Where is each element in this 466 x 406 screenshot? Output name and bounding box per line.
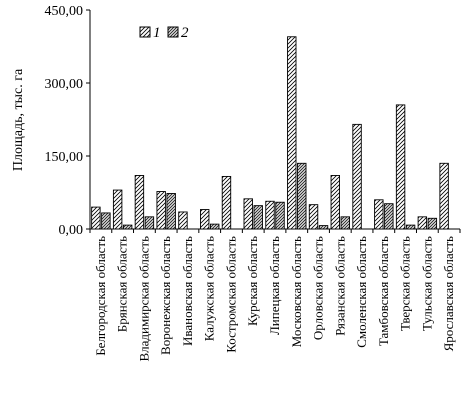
y-tick-label: 150,00 — [45, 150, 84, 165]
x-category-label: Воронежская область — [158, 236, 173, 355]
x-category-label: Ивановская область — [180, 236, 195, 346]
bar-series-2 — [210, 223, 220, 230]
x-category-label: Курская область — [245, 236, 260, 326]
bar-series-1 — [200, 209, 210, 230]
bar-series-1 — [352, 123, 362, 230]
bar-series-1 — [287, 36, 297, 230]
bar-series-1 — [330, 175, 340, 230]
bar-series-2 — [427, 217, 438, 230]
bar-series-1 — [134, 175, 145, 230]
legend-label-series-2: 2 — [181, 25, 189, 41]
bar-series-1 — [221, 175, 232, 230]
bar-series-2 — [405, 224, 416, 230]
bar-series-2 — [297, 162, 307, 230]
x-category-label: Владимирская область — [136, 236, 151, 362]
x-category-label: Липецкая область — [267, 236, 282, 335]
bars — [91, 36, 449, 230]
bar-series-1 — [243, 198, 253, 230]
bar-series-2 — [340, 216, 350, 230]
x-axis — [89, 228, 461, 233]
x-category-label: Брянская область — [115, 236, 130, 332]
bar-series-1 — [439, 162, 449, 230]
x-category-label: Орловская область — [311, 236, 326, 340]
x-category-label: Тульская область — [419, 236, 434, 331]
bar-series-1 — [374, 199, 384, 230]
x-category-label: Тамбовская область — [376, 236, 391, 346]
bar-series-2 — [275, 201, 285, 230]
x-category-label: Калужская область — [202, 236, 217, 341]
bar-series-2 — [166, 193, 176, 230]
bar-series-1 — [395, 104, 406, 230]
category-labels: Белгородская область Брянская область Влад… — [93, 236, 456, 362]
bar-series-2 — [144, 216, 155, 230]
bar-series-1 — [156, 191, 166, 230]
x-category-label: Рязанская область — [332, 236, 347, 336]
bar-series-2 — [384, 203, 394, 230]
y-tick-label: 0,00 — [59, 223, 84, 238]
x-category-label: Белгородская область — [93, 236, 108, 356]
bar-series-2 — [101, 212, 111, 230]
bar-series-2 — [253, 205, 263, 230]
y-tick-label: 300,00 — [45, 77, 84, 92]
bar-series-1 — [265, 200, 275, 230]
x-category-label: Тверская область — [398, 236, 413, 331]
legend-label-series-1: 1 — [153, 25, 161, 41]
x-category-label: Московская область — [289, 236, 304, 347]
x-category-label: Ярославская область — [441, 236, 456, 351]
bar-series-1 — [112, 189, 123, 230]
legend-swatch-series-1 — [139, 26, 151, 38]
legend-swatch-series-2 — [167, 26, 179, 38]
x-category-label: Смоленская область — [354, 236, 369, 348]
bar-series-1 — [178, 211, 188, 230]
bar-series-2 — [122, 224, 133, 230]
bar-series-2 — [318, 225, 329, 230]
bar-series-1 — [417, 216, 428, 230]
bar-series-1 — [91, 206, 101, 230]
x-category-label: Костромская область — [223, 236, 238, 353]
legend: 1 2 — [139, 25, 189, 41]
y-axis-label: Площадь, тыс. га — [11, 68, 26, 171]
bar-series-1 — [308, 204, 319, 230]
y-tick-label: 450,00 — [45, 4, 84, 19]
y-axis: 0,00 150,00 300,00 450,00 — [45, 4, 91, 238]
